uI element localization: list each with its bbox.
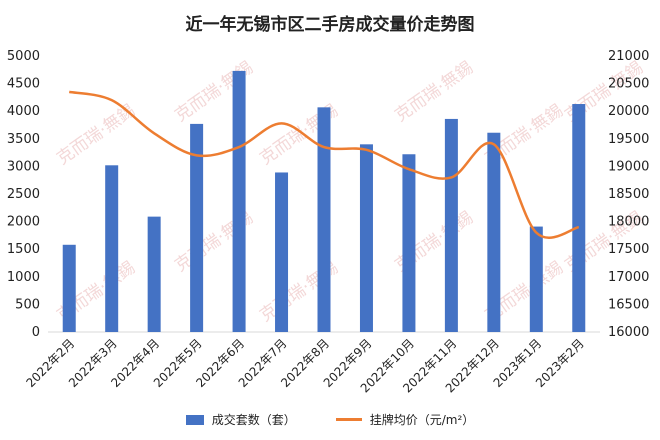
bar: [62, 244, 76, 332]
legend-swatch-bar: [185, 414, 204, 425]
bar: [529, 226, 543, 332]
bar: [444, 118, 458, 332]
legend-item-line: 挂牌均价（元/m²）: [335, 411, 475, 428]
y-left-tick-label: 2000: [7, 215, 40, 230]
legend-label-line: 挂牌均价（元/m²）: [369, 413, 475, 427]
y-right-tick-label: 19000: [608, 159, 649, 174]
watermark-text: 克而瑞·無錫: [391, 58, 477, 126]
y-right-tick-label: 20000: [608, 104, 649, 119]
y-left-tick-label: 2500: [7, 187, 40, 202]
y-left-tick-label: 3500: [7, 132, 40, 147]
y-left-tick-label: 5000: [7, 49, 40, 64]
bar: [232, 70, 246, 333]
bar: [359, 144, 373, 332]
legend-item-bar: 成交套数（套）: [185, 411, 296, 428]
y-right-tick-label: 19500: [608, 132, 649, 147]
bar: [572, 104, 586, 332]
bar: [105, 165, 119, 332]
y-left-tick-label: 0: [32, 325, 40, 340]
y-left-tick-label: 1000: [7, 270, 40, 285]
bar: [147, 216, 161, 332]
y-left-tick-label: 4000: [7, 104, 40, 119]
y-left-tick-label: 4500: [7, 77, 40, 92]
bar: [275, 172, 289, 332]
y-right-tick-label: 17000: [608, 270, 649, 285]
chart-title: 近一年无锡市区二手房成交量价走势图: [185, 15, 475, 35]
y-left-tick-label: 1500: [7, 242, 40, 257]
y-right-tick-label: 16500: [608, 297, 649, 312]
y-left-tick-label: 500: [15, 297, 40, 312]
price-line: [68, 90, 580, 239]
y-right-tick-label: 17500: [608, 242, 649, 257]
bar: [487, 132, 501, 332]
y-left-tick-label: 3000: [7, 159, 40, 174]
y-right-tick-label: 16000: [608, 325, 649, 340]
chart-legend: 成交套数（套） 挂牌均价（元/m²）: [0, 411, 660, 428]
bar: [402, 154, 416, 332]
y-right-tick-label: 21000: [608, 49, 649, 64]
bar: [317, 107, 331, 332]
bar: [190, 123, 204, 332]
y-right-tick-label: 20500: [608, 77, 649, 92]
legend-swatch-line: [335, 418, 362, 421]
y-right-tick-label: 18000: [608, 215, 649, 230]
legend-label-bar: 成交套数（套）: [211, 413, 296, 427]
y-right-tick-label: 18500: [608, 187, 649, 202]
